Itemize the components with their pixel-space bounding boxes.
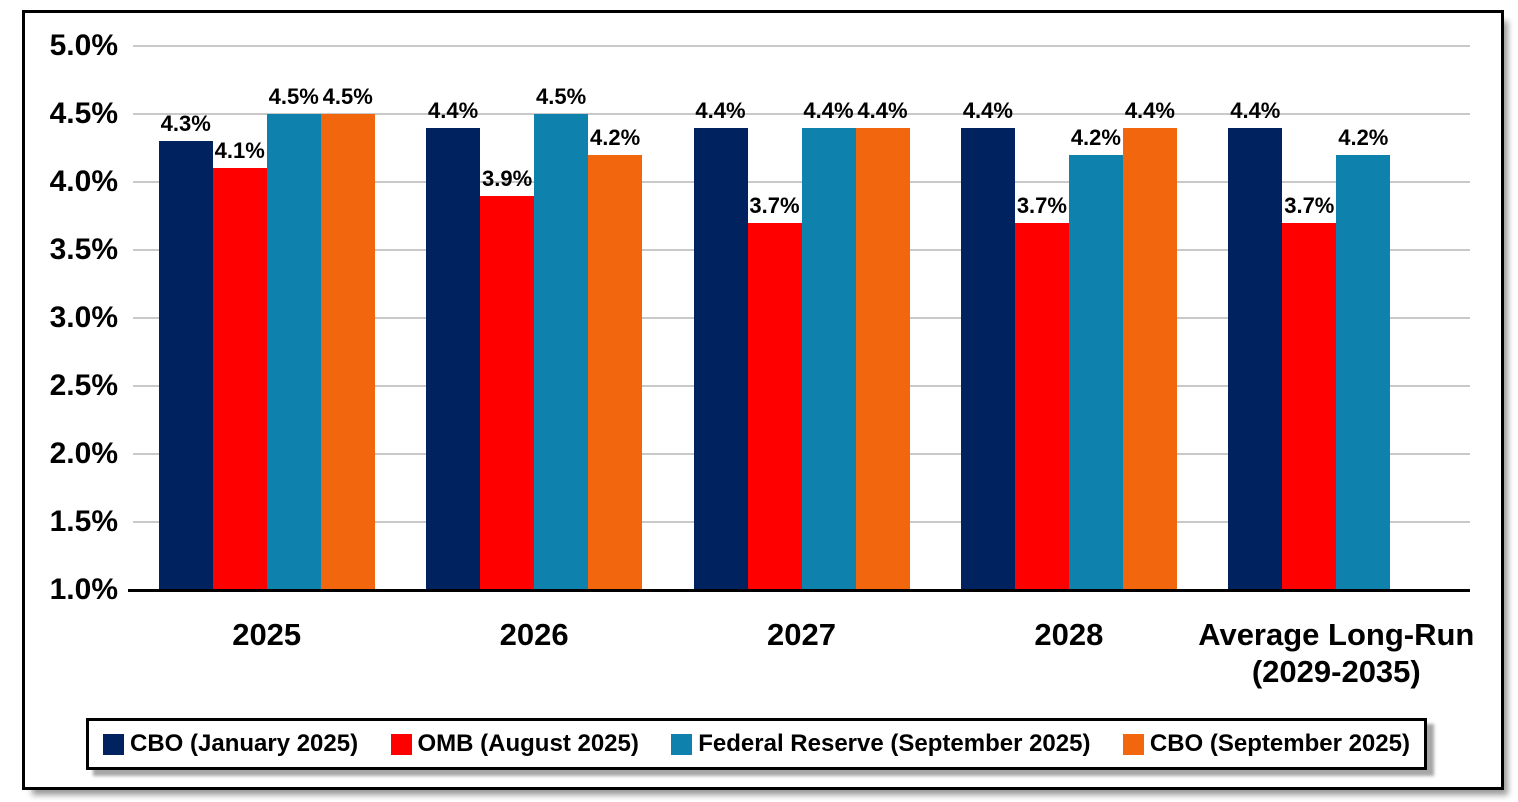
y-axis-tick-label: 4.5% (49, 97, 118, 130)
bar-value-label: 4.4% (857, 97, 908, 123)
x-axis-category-label-line: 2025 (232, 617, 302, 652)
bar-value-label: 3.7% (749, 192, 800, 218)
bar (212, 168, 267, 590)
bar (1336, 154, 1391, 590)
bar (1228, 127, 1283, 590)
bar-value-label: 4.5% (536, 84, 587, 109)
x-axis-category-label: 2027 (632, 616, 972, 653)
bar (801, 127, 856, 590)
legend-label: Federal Reserve (September 2025) (698, 730, 1091, 757)
legend-item: OMB (August 2025) (390, 730, 639, 758)
bar-value-label: 4.4% (1230, 97, 1281, 123)
bar-value-label: 4.4% (695, 97, 746, 123)
bar (480, 195, 535, 590)
bar-value-label: 4.2% (1070, 124, 1121, 150)
legend-swatch (671, 734, 693, 755)
legend-label: OMB (August 2025) (417, 730, 639, 757)
chart-legend: CBO (January 2025) OMB (August 2025) Feder… (86, 718, 1427, 770)
bar (1282, 222, 1337, 590)
bar (588, 154, 643, 590)
x-axis-category-label: 2026 (364, 616, 704, 653)
bar (1122, 127, 1177, 590)
y-axis-tick-label: 3.5% (49, 233, 118, 266)
legend-swatch (390, 734, 412, 755)
bar (855, 127, 910, 590)
bar (534, 114, 589, 590)
bar (960, 127, 1015, 590)
legend-swatch (103, 734, 124, 755)
bar (266, 114, 321, 590)
legend-item: CBO (September 2025) (1122, 730, 1410, 758)
legend-item: CBO (January 2025) (103, 730, 358, 758)
bar-value-label: 3.7% (1284, 192, 1335, 218)
x-axis-category-label-line: 2028 (1034, 617, 1104, 652)
bar (320, 114, 375, 590)
bar-value-label: 4.2% (590, 124, 641, 150)
bar-value-label: 4.3% (160, 111, 211, 137)
legend-label: CBO (January 2025) (130, 730, 359, 757)
x-axis-category-label: 2025 (97, 616, 437, 653)
x-axis-category-label-line: Average Long-Run (1198, 617, 1475, 652)
bar-value-label: 4.2% (1338, 124, 1389, 150)
bar-value-label: 4.4% (428, 97, 479, 123)
x-axis-category-label: Average Long-Run (2029-2035) (1166, 616, 1506, 690)
bar (1014, 222, 1069, 590)
y-axis-tick-label: 2.5% (49, 369, 118, 402)
x-axis-category-label: 2028 (899, 616, 1239, 653)
bar-value-label: 4.5% (322, 84, 373, 109)
legend-item: Federal Reserve (September 2025) (671, 730, 1090, 758)
bar-value-label: 3.7% (1016, 192, 1067, 218)
bar (158, 141, 213, 590)
bar (693, 127, 748, 590)
y-axis-tick-label: 5.0% (49, 29, 118, 62)
bar (1068, 154, 1123, 590)
y-axis-tick-label: 1.0% (49, 573, 118, 606)
bar-value-label: 4.4% (803, 97, 854, 123)
gridline (133, 45, 1470, 47)
bar (426, 127, 481, 590)
y-axis-tick-label: 4.0% (49, 165, 118, 198)
bar-value-label: 3.9% (482, 165, 533, 191)
bar-value-label: 4.5% (268, 84, 319, 109)
x-axis-category-label-line: (2029-2035) (1251, 654, 1421, 689)
y-axis-tick-label: 3.0% (49, 301, 118, 334)
x-axis-category-label-line: 2027 (767, 617, 836, 652)
x-axis-line (128, 588, 1470, 592)
legend-swatch (1122, 734, 1144, 755)
bar-value-label: 4.4% (962, 97, 1013, 123)
gridline (133, 113, 1470, 115)
x-axis-category-label-line: 2026 (499, 617, 569, 652)
y-axis-tick-label: 1.5% (49, 505, 118, 538)
bar-value-label: 4.1% (214, 138, 265, 164)
y-axis-tick-label: 2.0% (49, 437, 118, 470)
bar-value-label: 4.4% (1124, 97, 1175, 123)
bar (747, 222, 802, 590)
legend-label: CBO (September 2025) (1149, 730, 1410, 757)
